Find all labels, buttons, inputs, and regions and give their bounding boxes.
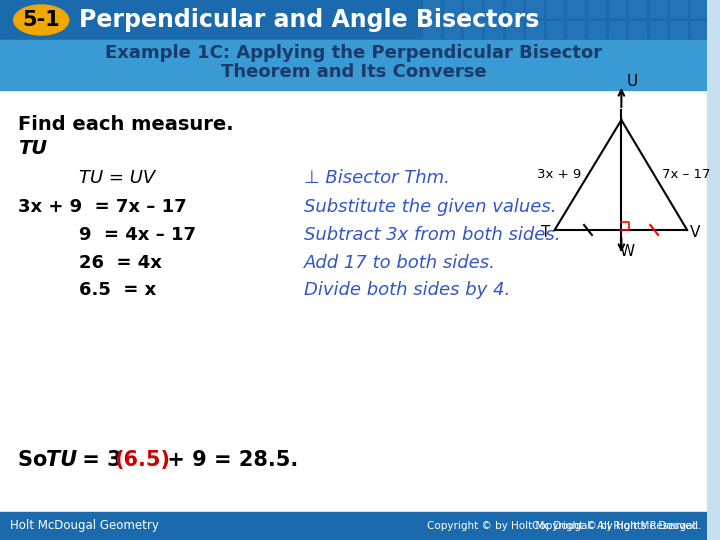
Text: Subtract 3x from both sides.: Subtract 3x from both sides.: [305, 226, 561, 244]
Bar: [670, 0, 688, 18]
Bar: [0, 0, 707, 40]
Text: Example 1C: Applying the Perpendicular Bisector: Example 1C: Applying the Perpendicular B…: [105, 44, 602, 62]
Text: W: W: [619, 244, 634, 259]
Text: 26  = 4x: 26 = 4x: [78, 254, 161, 272]
Text: TU = UV: TU = UV: [78, 169, 155, 187]
Text: Copyright © by Holt Mc Dougal.: Copyright © by Holt Mc Dougal.: [532, 521, 702, 531]
Text: Copyright © by Holt Mc Dougal. All Rights Reserved.: Copyright © by Holt Mc Dougal. All Right…: [428, 521, 702, 531]
Bar: [444, 0, 462, 18]
Bar: [485, 0, 503, 18]
Bar: [505, 0, 523, 18]
Bar: [691, 0, 708, 18]
Bar: [567, 21, 585, 39]
Text: T: T: [541, 225, 550, 240]
Text: 7x – 17: 7x – 17: [662, 168, 711, 181]
Bar: [464, 21, 482, 39]
Bar: [650, 21, 667, 39]
Text: 3x + 9: 3x + 9: [537, 168, 581, 181]
Bar: [526, 21, 544, 39]
Text: Perpendicular and Angle Bisectors: Perpendicular and Angle Bisectors: [78, 8, 539, 32]
Bar: [588, 21, 606, 39]
Text: Divide both sides by 4.: Divide both sides by 4.: [305, 281, 510, 299]
Bar: [526, 0, 544, 18]
Bar: [464, 0, 482, 18]
Text: ⊥ Bisector Thm.: ⊥ Bisector Thm.: [305, 169, 450, 187]
Bar: [0, 512, 707, 540]
Text: TU: TU: [46, 450, 77, 470]
Bar: [650, 0, 667, 18]
Text: 5-1: 5-1: [22, 10, 60, 30]
Text: Add 17 to both sides.: Add 17 to both sides.: [305, 254, 496, 272]
Bar: [0, 90, 707, 512]
Bar: [485, 21, 503, 39]
Text: (6.5): (6.5): [114, 450, 170, 470]
Bar: [691, 21, 708, 39]
Text: So: So: [18, 450, 54, 470]
Text: = 3: = 3: [75, 450, 121, 470]
Text: V: V: [690, 225, 701, 240]
Text: Holt McDougal Geometry: Holt McDougal Geometry: [10, 519, 158, 532]
Bar: [629, 21, 647, 39]
Bar: [505, 21, 523, 39]
Bar: [670, 21, 688, 39]
Text: U: U: [626, 75, 637, 90]
Text: Find each measure.: Find each measure.: [18, 116, 233, 134]
Text: 3x + 9  = 7x – 17: 3x + 9 = 7x – 17: [18, 198, 186, 216]
Bar: [444, 21, 462, 39]
Bar: [588, 0, 606, 18]
Text: TU: TU: [18, 138, 47, 158]
Bar: [629, 0, 647, 18]
Bar: [423, 21, 441, 39]
Text: Theorem and Its Converse: Theorem and Its Converse: [220, 63, 486, 81]
Bar: [546, 0, 564, 18]
Bar: [567, 0, 585, 18]
Text: 9  = 4x – 17: 9 = 4x – 17: [78, 226, 196, 244]
Text: 6.5  = x: 6.5 = x: [78, 281, 156, 299]
Bar: [608, 21, 626, 39]
Text: + 9 = 28.5.: + 9 = 28.5.: [160, 450, 298, 470]
Bar: [0, 40, 707, 90]
Bar: [423, 0, 441, 18]
Bar: [608, 0, 626, 18]
Text: Substitute the given values.: Substitute the given values.: [305, 198, 557, 216]
Ellipse shape: [14, 5, 68, 35]
Bar: [546, 21, 564, 39]
